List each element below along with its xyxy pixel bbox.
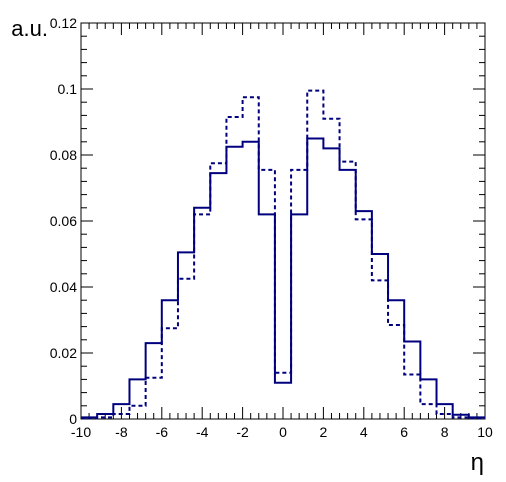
x-tick-label: 4 — [360, 424, 368, 440]
y-tick-label: 0.08 — [50, 147, 77, 163]
y-tick-label: 0.06 — [50, 213, 77, 229]
x-tick-label: -10 — [71, 424, 91, 440]
x-axis-label: η — [471, 449, 484, 476]
x-tick-label: 6 — [400, 424, 408, 440]
y-tick-label: 0.02 — [50, 345, 77, 361]
y-tick-label: 0 — [69, 411, 77, 427]
x-tick-label: -4 — [196, 424, 209, 440]
series-solid-line — [81, 137, 485, 419]
y-tick-label: 0.1 — [58, 81, 78, 97]
axes: -10 -8 -6 -4 -2 0 2 4 6 8 10 0 0.02 0.04 0.06 0.08 0.1 0.… — [50, 15, 493, 440]
series-layer — [81, 89, 485, 420]
x-tick-label: -6 — [156, 424, 169, 440]
series-dashed-line — [81, 89, 485, 420]
x-tick-label: 10 — [477, 424, 493, 440]
y-tick-label: 0.04 — [50, 279, 77, 295]
y-tick-label: 0.12 — [50, 15, 77, 31]
plot-frame — [80, 22, 486, 420]
x-tick-label: 2 — [320, 424, 328, 440]
x-tick-label: -8 — [115, 424, 128, 440]
x-tick-label: 8 — [441, 424, 449, 440]
x-tick-label: 0 — [279, 424, 287, 440]
y-axis-label: a.u. — [11, 16, 48, 41]
x-tick-label: -2 — [236, 424, 249, 440]
